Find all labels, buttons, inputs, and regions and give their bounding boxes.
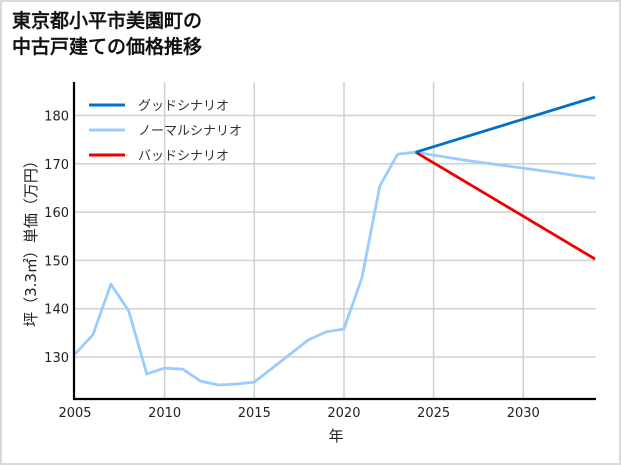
x-tick-label: 2015 <box>238 406 271 421</box>
y-tick-label: 180 <box>44 110 69 125</box>
historical-line <box>73 150 416 387</box>
chart-title-line-2: 中古戸建ての価格推移 <box>12 36 203 58</box>
legend-item: ノーマルシナリオ <box>89 124 242 139</box>
legend-label: バッドシナリオ <box>138 149 229 164</box>
x-axis-label: 年 <box>328 427 343 445</box>
x-axis-ticks: 2005 2010 2015 2020 2025 2030 <box>58 406 539 421</box>
gridlines <box>75 82 596 399</box>
x-tick-label: 2025 <box>417 406 450 421</box>
axes <box>72 82 596 401</box>
chart-title-line-1: 東京都小平市美園町の <box>12 10 203 32</box>
x-tick-label: 2020 <box>327 406 360 421</box>
legend-label: グッドシナリオ <box>138 99 229 114</box>
legend-item: バッドシナリオ <box>89 149 229 164</box>
bad-scenario-line <box>414 150 596 261</box>
x-tick-label: 2030 <box>507 406 540 421</box>
x-tick-label: 2010 <box>148 406 181 421</box>
y-tick-label: 160 <box>44 206 69 221</box>
x-tick-label: 2005 <box>58 406 91 421</box>
y-tick-label: 140 <box>44 303 69 318</box>
chart-title: 東京都小平市美園町の 中古戸建ての価格推移 <box>12 8 202 60</box>
y-axis-ticks: 130 140 150 160 170 180 <box>44 110 69 367</box>
legend-item: グッドシナリオ <box>89 99 229 114</box>
y-axis-label: 坪（3.3㎡）単価（万円） <box>22 153 40 327</box>
good-scenario-line <box>415 95 596 154</box>
y-tick-label: 170 <box>44 158 69 173</box>
y-tick-label: 150 <box>44 254 69 269</box>
y-tick-label: 130 <box>44 351 69 366</box>
normal-scenario-line <box>415 150 596 180</box>
data-lines <box>73 95 596 387</box>
legend-label: ノーマルシナリオ <box>138 124 242 139</box>
